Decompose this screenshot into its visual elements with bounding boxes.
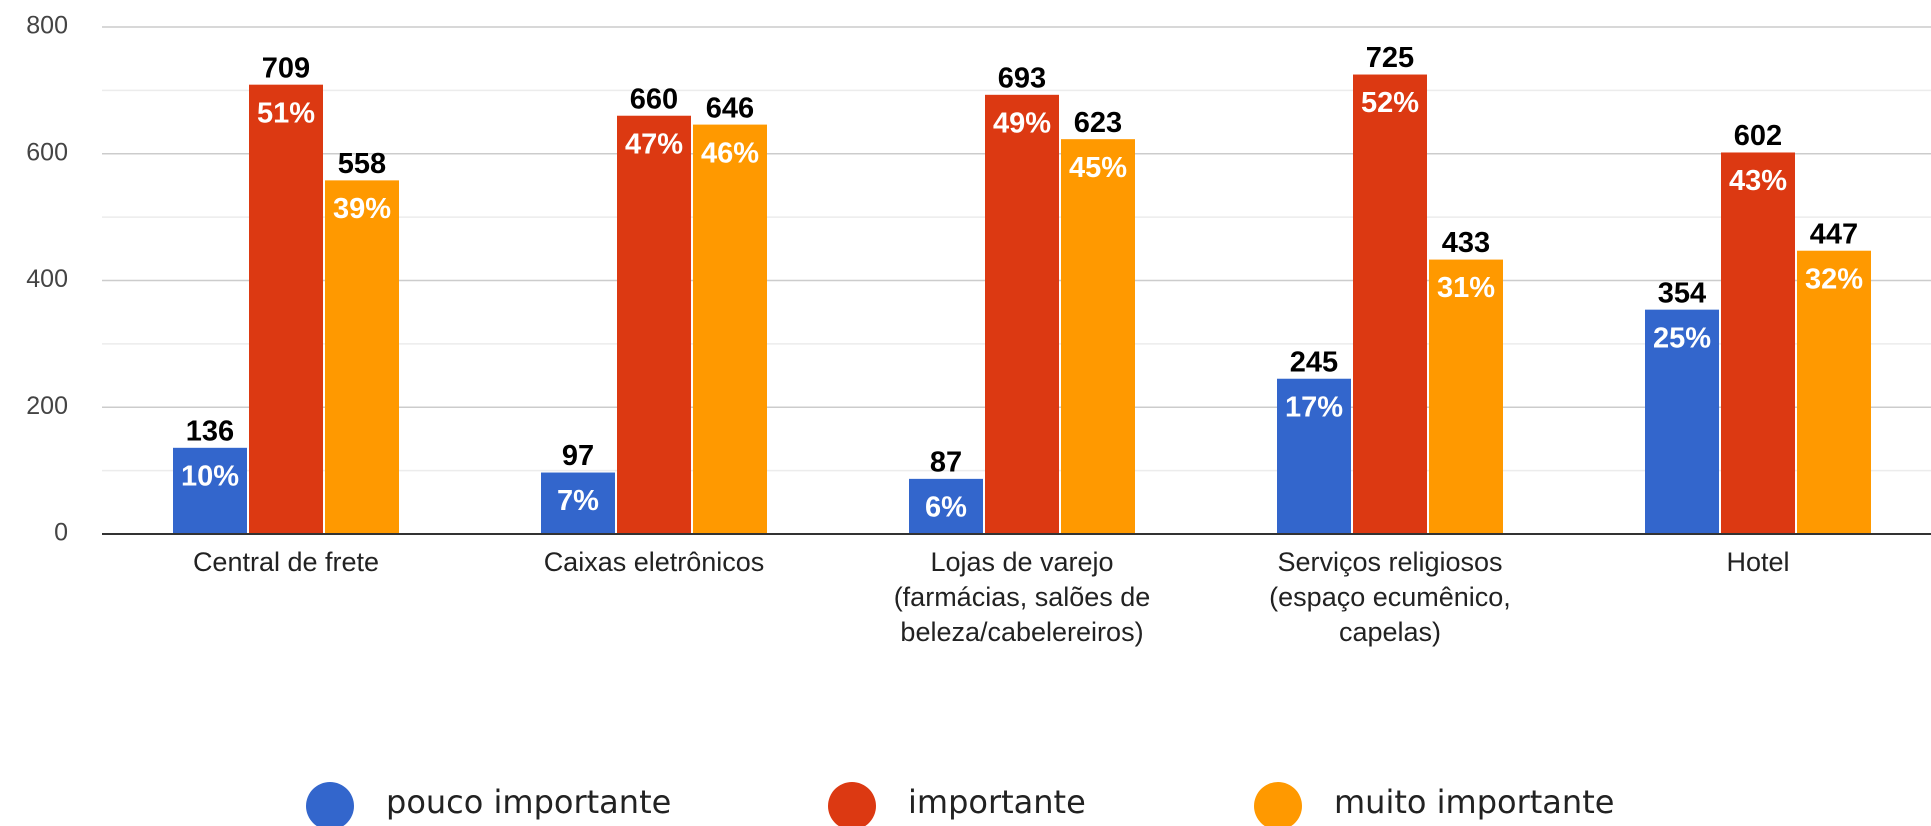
y-tick-label: 400: [26, 265, 68, 293]
share-label: 46%: [701, 137, 759, 169]
legend-label: pouco importante: [386, 783, 671, 821]
bar: [1061, 139, 1135, 534]
value-label: 136: [186, 415, 234, 447]
share-label: 6%: [925, 492, 967, 524]
bar: [249, 84, 323, 534]
value-label: 623: [1074, 107, 1122, 139]
share-label: 25%: [1653, 322, 1711, 354]
bar: [1645, 309, 1719, 534]
value-label: 660: [630, 83, 678, 115]
legend-label: importante: [908, 783, 1086, 821]
bar: [909, 478, 983, 534]
legend-swatch: [1254, 782, 1302, 826]
x-tick-label: capelas): [1339, 617, 1441, 647]
share-label: 31%: [1437, 272, 1495, 304]
share-label: 43%: [1729, 165, 1787, 197]
bar: [693, 124, 767, 534]
bar: [325, 180, 399, 534]
value-label: 97: [562, 440, 594, 472]
share-label: 7%: [557, 485, 599, 517]
y-tick-label: 800: [26, 12, 68, 40]
value-label: 87: [930, 447, 962, 479]
share-label: 51%: [257, 97, 315, 129]
share-label: 39%: [333, 193, 391, 225]
y-tick-label: 600: [26, 138, 68, 166]
bar: [1277, 378, 1351, 534]
bar: [617, 115, 691, 534]
share-label: 47%: [625, 128, 683, 160]
legend-swatch: [306, 782, 354, 826]
value-label: 693: [998, 62, 1046, 94]
x-tick-label: Hotel: [1726, 547, 1789, 577]
bar: [1797, 250, 1871, 534]
value-label: 433: [1442, 227, 1490, 259]
bar: [985, 94, 1059, 534]
value-label: 558: [338, 148, 386, 180]
share-label: 45%: [1069, 152, 1127, 184]
bar: [1353, 74, 1427, 534]
value-label: 725: [1366, 42, 1414, 74]
value-label: 646: [706, 92, 754, 124]
x-tick-label: Serviços religiosos: [1277, 547, 1502, 577]
bar: [173, 447, 247, 534]
value-label: 354: [1658, 277, 1706, 309]
value-label: 709: [262, 52, 310, 84]
bar: [1429, 259, 1503, 534]
share-label: 10%: [181, 460, 239, 492]
x-tick-label: beleza/cabelereiros): [900, 617, 1143, 647]
share-label: 49%: [993, 107, 1051, 139]
legend-label: muito importante: [1334, 783, 1614, 821]
x-tick-label: Central de frete: [193, 547, 379, 577]
x-tick-label: Lojas de varejo: [930, 547, 1113, 577]
share-label: 32%: [1805, 263, 1863, 295]
share-label: 17%: [1285, 391, 1343, 423]
value-label: 245: [1290, 346, 1338, 378]
y-tick-label: 0: [54, 519, 68, 547]
x-tick-label: (farmácias, salões de: [894, 582, 1151, 612]
x-tick-label: (espaço ecumênico,: [1269, 582, 1511, 612]
legend-swatch: [828, 782, 876, 826]
share-label: 52%: [1361, 87, 1419, 119]
value-label: 447: [1810, 218, 1858, 250]
bar: [1721, 152, 1795, 535]
y-tick-label: 200: [26, 392, 68, 420]
x-tick-label: Caixas eletrônicos: [544, 547, 765, 577]
value-label: 602: [1734, 120, 1782, 152]
bar: [541, 472, 615, 534]
